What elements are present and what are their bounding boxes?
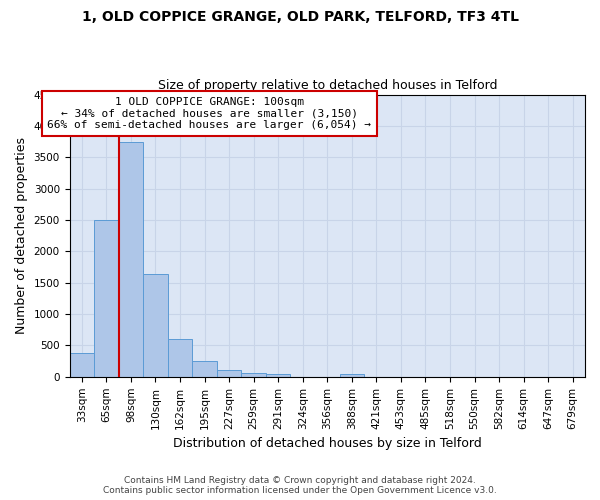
Y-axis label: Number of detached properties: Number of detached properties	[15, 137, 28, 334]
Bar	[119, 142, 143, 377]
Text: 1 OLD COPPICE GRANGE: 100sqm
← 34% of detached houses are smaller (3,150)
66% of: 1 OLD COPPICE GRANGE: 100sqm ← 34% of de…	[47, 97, 371, 130]
Bar	[168, 339, 192, 377]
Bar	[143, 274, 168, 377]
Bar	[217, 370, 241, 377]
X-axis label: Distribution of detached houses by size in Telford: Distribution of detached houses by size …	[173, 437, 482, 450]
Bar	[340, 374, 364, 377]
Title: Size of property relative to detached houses in Telford: Size of property relative to detached ho…	[158, 79, 497, 92]
Text: Contains HM Land Registry data © Crown copyright and database right 2024.
Contai: Contains HM Land Registry data © Crown c…	[103, 476, 497, 495]
Text: 1, OLD COPPICE GRANGE, OLD PARK, TELFORD, TF3 4TL: 1, OLD COPPICE GRANGE, OLD PARK, TELFORD…	[82, 10, 518, 24]
Bar	[241, 372, 266, 377]
Bar	[266, 374, 290, 377]
Bar	[70, 353, 94, 377]
Bar	[192, 362, 217, 377]
Bar	[94, 220, 119, 377]
